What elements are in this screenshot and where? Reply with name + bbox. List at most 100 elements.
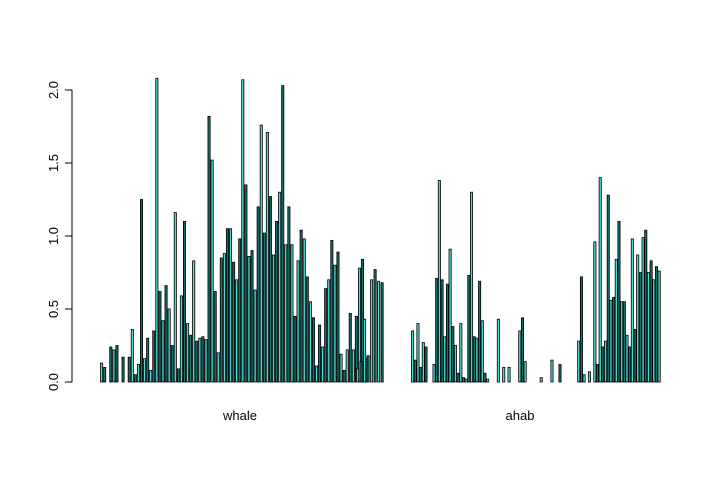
bar-whale-main-29 [189,334,193,383]
bar-whale-main-51 [256,206,260,383]
bar-whale-tail-2 [363,318,367,383]
bar-whale-main-33 [201,336,205,383]
bar-whale-main-73 [324,288,328,383]
bar-ahab-main-55 [558,364,562,383]
bars-layer [100,77,661,383]
bar-ahab-main-4 [421,342,425,383]
bar-whale-main-57 [275,220,279,383]
bar-ahab-main-85 [638,272,642,383]
bar-ahab-main-62 [577,340,581,383]
bar-whale-main-41 [225,228,229,383]
bar-ahab-main-69 [596,364,600,383]
bar-ahab-main-11 [440,279,444,383]
bar-whale-main-15 [146,337,150,383]
bar-whale-main-42 [229,228,233,383]
bar-ahab-main-25 [478,280,482,383]
bar-whale-main-34 [204,339,208,383]
bar-ahab-main-42 [523,361,527,383]
bar-ahab-main-2 [416,323,420,383]
bar-ahab-main-13 [445,283,449,383]
bar-ahab-main-16 [453,345,457,383]
bar-whale-main-7 [121,356,125,383]
bar-ahab-main-89 [649,260,653,383]
bar-whale-main-77 [336,251,340,383]
bar-ahab-main-87 [644,229,648,383]
bar-ahab-main-91 [654,266,658,383]
bar-whale-main-45 [238,238,242,383]
bar-ahab-main-70 [598,177,602,383]
bar-whale-main-38 [216,352,220,383]
bar-whale-main-58 [278,191,282,383]
bar-whale-main-69 [311,317,315,383]
bar-whale-tail-3 [366,355,370,383]
bar-whale-main-46 [241,79,245,383]
bar-ahab-main-3 [419,366,423,383]
group-label-ahab: ahab [506,408,535,423]
bar-whale-main-52 [259,124,263,383]
bar-whale-main-81 [348,312,352,383]
bar-whale-main-4 [112,349,116,383]
bar-ahab-main-0 [411,330,415,383]
bar-whale-main-53 [262,232,266,383]
bar-whale-main-16 [149,369,153,383]
bar-whale-main-74 [327,279,331,383]
bar-whale-main-84 [357,267,361,383]
bar-ahab-main-41 [520,317,524,383]
bar-ahab-main-22 [470,191,474,383]
bar-whale-main-47 [244,184,248,383]
bar-ahab-main-26 [480,320,484,383]
bar-whale-main-26 [179,295,183,383]
bar-whale-main-11 [133,374,137,383]
bar-ahab-main-48 [539,377,543,383]
bar-ahab-main-74 [609,299,613,383]
bar-ahab-main-73 [606,194,610,383]
bar-whale-main-63 [293,315,297,383]
bar-whale-tail-0 [356,368,360,383]
bar-whale-main-66 [302,238,306,383]
bar-whale-main-28 [186,323,190,383]
bar-whale-main-48 [247,256,251,383]
bar-ahab-main-86 [641,237,645,383]
bar-ahab-main-19 [462,377,466,383]
bar-ahab-main-9 [435,277,439,383]
bar-ahab-main-8 [432,364,436,383]
bar-ahab-main-20 [464,378,468,383]
bar-ahab-main-17 [456,372,460,383]
bar-ahab-main-80 [625,334,629,383]
bar-ahab-main-40 [518,330,522,383]
bar-ahab-main-18 [459,323,463,383]
bar-whale-main-14 [143,358,147,383]
bar-whale-main-35 [207,115,211,383]
bar-whale-main-79 [342,369,346,383]
bar-whale-tail-6 [377,280,381,383]
bar-whale-main-61 [287,206,291,383]
bar-whale-main-59 [281,85,285,383]
bar-whale-main-13 [140,199,144,383]
bar-whale-main-50 [253,289,257,383]
bar-whale-main-49 [250,250,254,383]
bar-ahab-main-14 [448,248,452,383]
bar-whale-main-36 [210,159,214,383]
bar-ahab-main-15 [451,326,455,383]
bar-whale-main-67 [305,276,309,383]
bar-ahab-main-24 [475,337,479,383]
bar-ahab-main-27 [483,372,487,383]
bar-whale-tail-5 [373,269,377,383]
bar-whale-main-20 [161,320,165,383]
bar-ahab-main-34 [502,366,506,383]
y-tick-label-0: 0.0 [46,373,61,391]
bar-ahab-main-72 [604,340,608,383]
y-tick-label-3: 1.5 [46,154,61,172]
bar-whale-main-5 [115,345,119,383]
bar-ahab-main-92 [657,270,661,383]
bar-whale-main-32 [198,337,202,383]
bar-whale-main-17 [152,330,156,383]
bar-ahab-main-63 [579,276,583,383]
bar-whale-main-75 [330,239,334,383]
bar-ahab-main-84 [636,254,640,383]
bar-whale-main-23 [170,345,174,383]
bar-whale-main-56 [272,254,276,383]
bar-whale-main-65 [299,229,303,383]
bar-ahab-main-75 [612,296,616,383]
group-label-whale: whale [222,408,257,423]
